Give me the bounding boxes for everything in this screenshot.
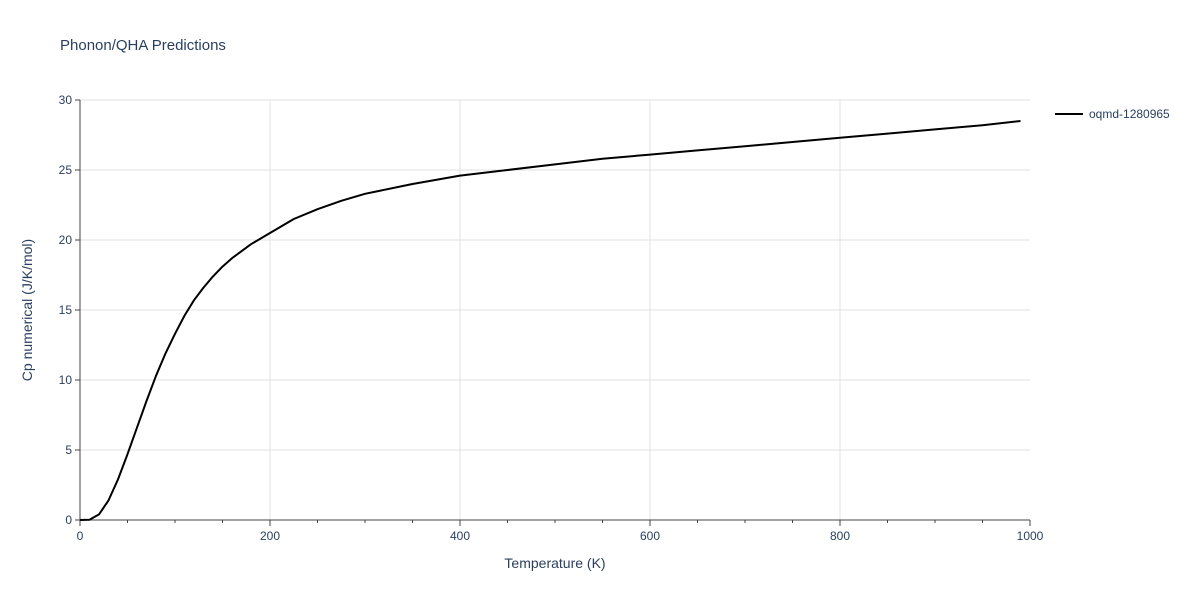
grid-lines (80, 99, 1030, 520)
y-tick-label: 25 (59, 163, 73, 177)
x-tick-label: 400 (450, 529, 470, 543)
y-tick-label: 20 (59, 233, 73, 247)
axis-ticks: 0 200 400 600 800 1000 0 5 10 15 20 25 30 (59, 93, 1044, 543)
y-axis-title: Cp numerical (J/K/mol) (19, 239, 35, 381)
y-tick-label: 5 (65, 443, 72, 457)
legend[interactable]: oqmd-1280965 (1055, 107, 1170, 121)
plot-area (79, 120, 1021, 521)
y-tick-label: 10 (59, 373, 73, 387)
legend-label[interactable]: oqmd-1280965 (1089, 107, 1170, 121)
x-tick-label: 600 (640, 529, 660, 543)
y-tick-label: 15 (59, 303, 73, 317)
x-tick-label: 800 (830, 529, 850, 543)
x-tick-label: 200 (260, 529, 280, 543)
series-line (79, 120, 1021, 521)
y-tick-label: 30 (59, 93, 73, 107)
x-tick-label: 0 (77, 529, 84, 543)
y-tick-label: 0 (65, 513, 72, 527)
x-tick-label: 1000 (1017, 529, 1044, 543)
chart-title: Phonon/QHA Predictions (60, 37, 226, 54)
x-axis-title: Temperature (K) (504, 555, 605, 571)
